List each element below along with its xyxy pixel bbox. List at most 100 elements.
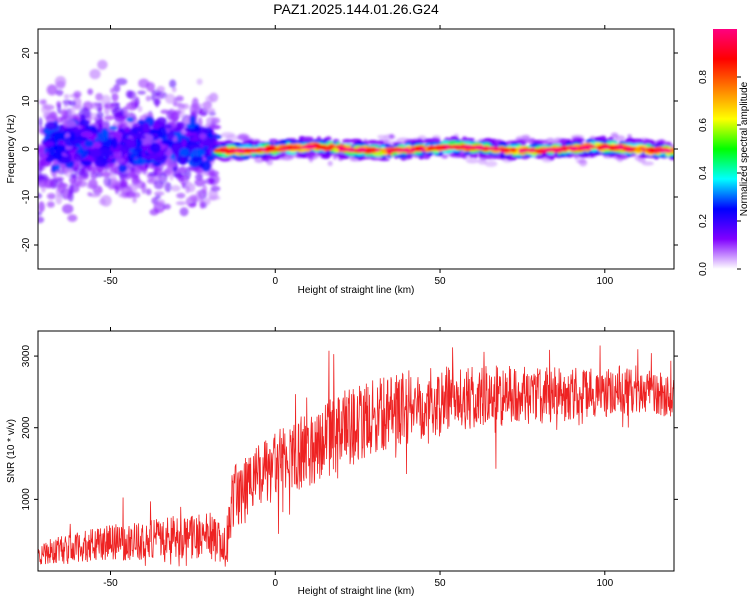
spectrogram-cell xyxy=(175,201,187,206)
spectrogram-cell xyxy=(53,144,66,153)
y-tick-label: -20 xyxy=(21,237,32,252)
spectrogram-cell xyxy=(321,153,331,159)
spectrogram-cell xyxy=(84,139,94,148)
spectrogram-cell xyxy=(143,155,158,160)
spectrogram-cell xyxy=(213,141,225,145)
spectrogram-cell xyxy=(70,172,78,179)
spectrogram-y-axis: -20 -10 0 10 20 xyxy=(21,47,678,252)
spectrogram-cell xyxy=(154,176,167,182)
spectrogram-cell xyxy=(125,101,138,111)
spectrogram-cell xyxy=(111,137,118,149)
spectrogram-cell xyxy=(53,151,63,161)
spectrogram-cell xyxy=(63,93,70,100)
spectrogram-cell xyxy=(386,149,391,154)
spectrogram-cell xyxy=(205,95,214,104)
spectrogram-x-label: Height of straight line (km) xyxy=(298,285,415,296)
spectrogram-cell xyxy=(485,155,494,159)
spectrogram-cell xyxy=(119,128,134,137)
spectrogram-cell xyxy=(194,178,206,187)
spectrogram-cell xyxy=(252,148,260,153)
spectrogram-cell xyxy=(376,140,385,145)
spectrogram-cell xyxy=(89,68,101,80)
spectrogram-cell xyxy=(502,147,509,152)
spectrogram-cell xyxy=(582,150,594,155)
spectrogram-cell xyxy=(427,147,436,151)
colorbar-label: Normalized spectral amplitude xyxy=(739,81,750,216)
spectrogram-cell xyxy=(194,174,204,181)
spectrogram-cell xyxy=(641,161,654,166)
spectrogram-cell xyxy=(315,139,326,144)
spectrogram-cell xyxy=(175,95,184,102)
spectrogram-cell xyxy=(114,185,120,195)
spectrogram-cell xyxy=(434,144,446,151)
spectrogram-cell xyxy=(354,141,366,147)
spectrogram-panel: -50 0 50 100 -20 -10 0 10 20 Height of straight… xyxy=(6,25,678,296)
spectrogram-cell xyxy=(367,140,379,144)
spectrogram-cell xyxy=(641,147,647,150)
spectrogram-cell xyxy=(191,155,201,164)
colorbar-gradient xyxy=(713,29,737,269)
spectrogram-cell xyxy=(79,119,90,127)
spectrogram-cell xyxy=(46,84,58,96)
spectrogram-cell xyxy=(500,153,505,159)
spectrogram-cell xyxy=(120,109,125,117)
spectrogram-cell xyxy=(172,102,182,107)
spectrogram-cell xyxy=(196,78,203,85)
spectrogram-cell xyxy=(137,105,143,113)
spectrogram-cell xyxy=(648,141,657,144)
spectrogram-cell xyxy=(170,185,181,192)
spectrogram-cell xyxy=(665,149,672,154)
spectrogram-cell xyxy=(38,99,47,105)
x-tick-label: 0 xyxy=(272,276,278,287)
spectrogram-cell xyxy=(661,148,666,153)
x-tick-label: 50 xyxy=(434,578,446,589)
snr-frame xyxy=(37,330,675,572)
spectrogram-cell xyxy=(549,155,555,161)
snr-y-label: SNR (10 * v/v) xyxy=(6,419,17,483)
spectrogram-cell xyxy=(461,136,468,141)
spectrogram-cell xyxy=(649,148,655,154)
spectrogram-cell xyxy=(90,102,100,110)
spectrogram-cell xyxy=(199,133,207,140)
spectrogram-cell xyxy=(153,180,164,190)
x-tick-label: -50 xyxy=(103,578,118,589)
snr-panel: -50 0 50 100 1000 2000 3000 Height of straigh… xyxy=(6,327,678,597)
spectrogram-cell xyxy=(46,201,55,208)
spectrogram-cell xyxy=(120,143,131,154)
spectrogram-cell xyxy=(579,145,591,151)
spectrogram-cell xyxy=(201,160,211,172)
spectrogram-cell xyxy=(111,106,124,118)
spectrogram-cell xyxy=(338,146,344,152)
y-tick-label: 1000 xyxy=(21,488,32,511)
spectrogram-cell xyxy=(100,171,111,178)
spectrogram-cell xyxy=(342,138,353,144)
x-tick-label: 50 xyxy=(434,276,446,287)
spectrogram-cell xyxy=(441,155,449,159)
colorbar-ticks: 0.0 0.2 0.4 0.6 0.8 xyxy=(698,70,741,276)
spectrogram-cell xyxy=(156,199,166,207)
spectrogram-cell xyxy=(254,157,264,163)
spectrogram-cell xyxy=(81,165,92,173)
spectrogram-cell xyxy=(179,147,190,157)
spectrogram-cell xyxy=(87,179,98,190)
y-tick-label: 20 xyxy=(21,47,32,59)
spectrogram-cell xyxy=(518,147,524,154)
spectrogram-cell xyxy=(133,158,147,166)
spectrogram-cell xyxy=(169,79,177,88)
spectrogram-cell xyxy=(219,157,231,162)
spectrogram-cell xyxy=(202,101,213,109)
colorbar-tick-label: 0.2 xyxy=(698,214,709,228)
spectrogram-cell xyxy=(298,154,307,159)
spectrogram-cell xyxy=(77,175,85,181)
spectrogram-cell xyxy=(55,163,60,171)
spectrogram-cell xyxy=(113,84,121,93)
spectrogram-cell xyxy=(237,148,244,153)
spectrogram-cell xyxy=(130,150,140,160)
colorbar-tick-label: 0.8 xyxy=(698,70,709,84)
y-tick-label: 0 xyxy=(21,146,32,152)
spectrogram-cell xyxy=(38,125,44,134)
spectrogram-cell xyxy=(149,142,161,154)
spectrogram-cell xyxy=(55,194,63,205)
spectrogram-cell xyxy=(292,145,298,149)
spectrogram-cell xyxy=(185,181,192,186)
